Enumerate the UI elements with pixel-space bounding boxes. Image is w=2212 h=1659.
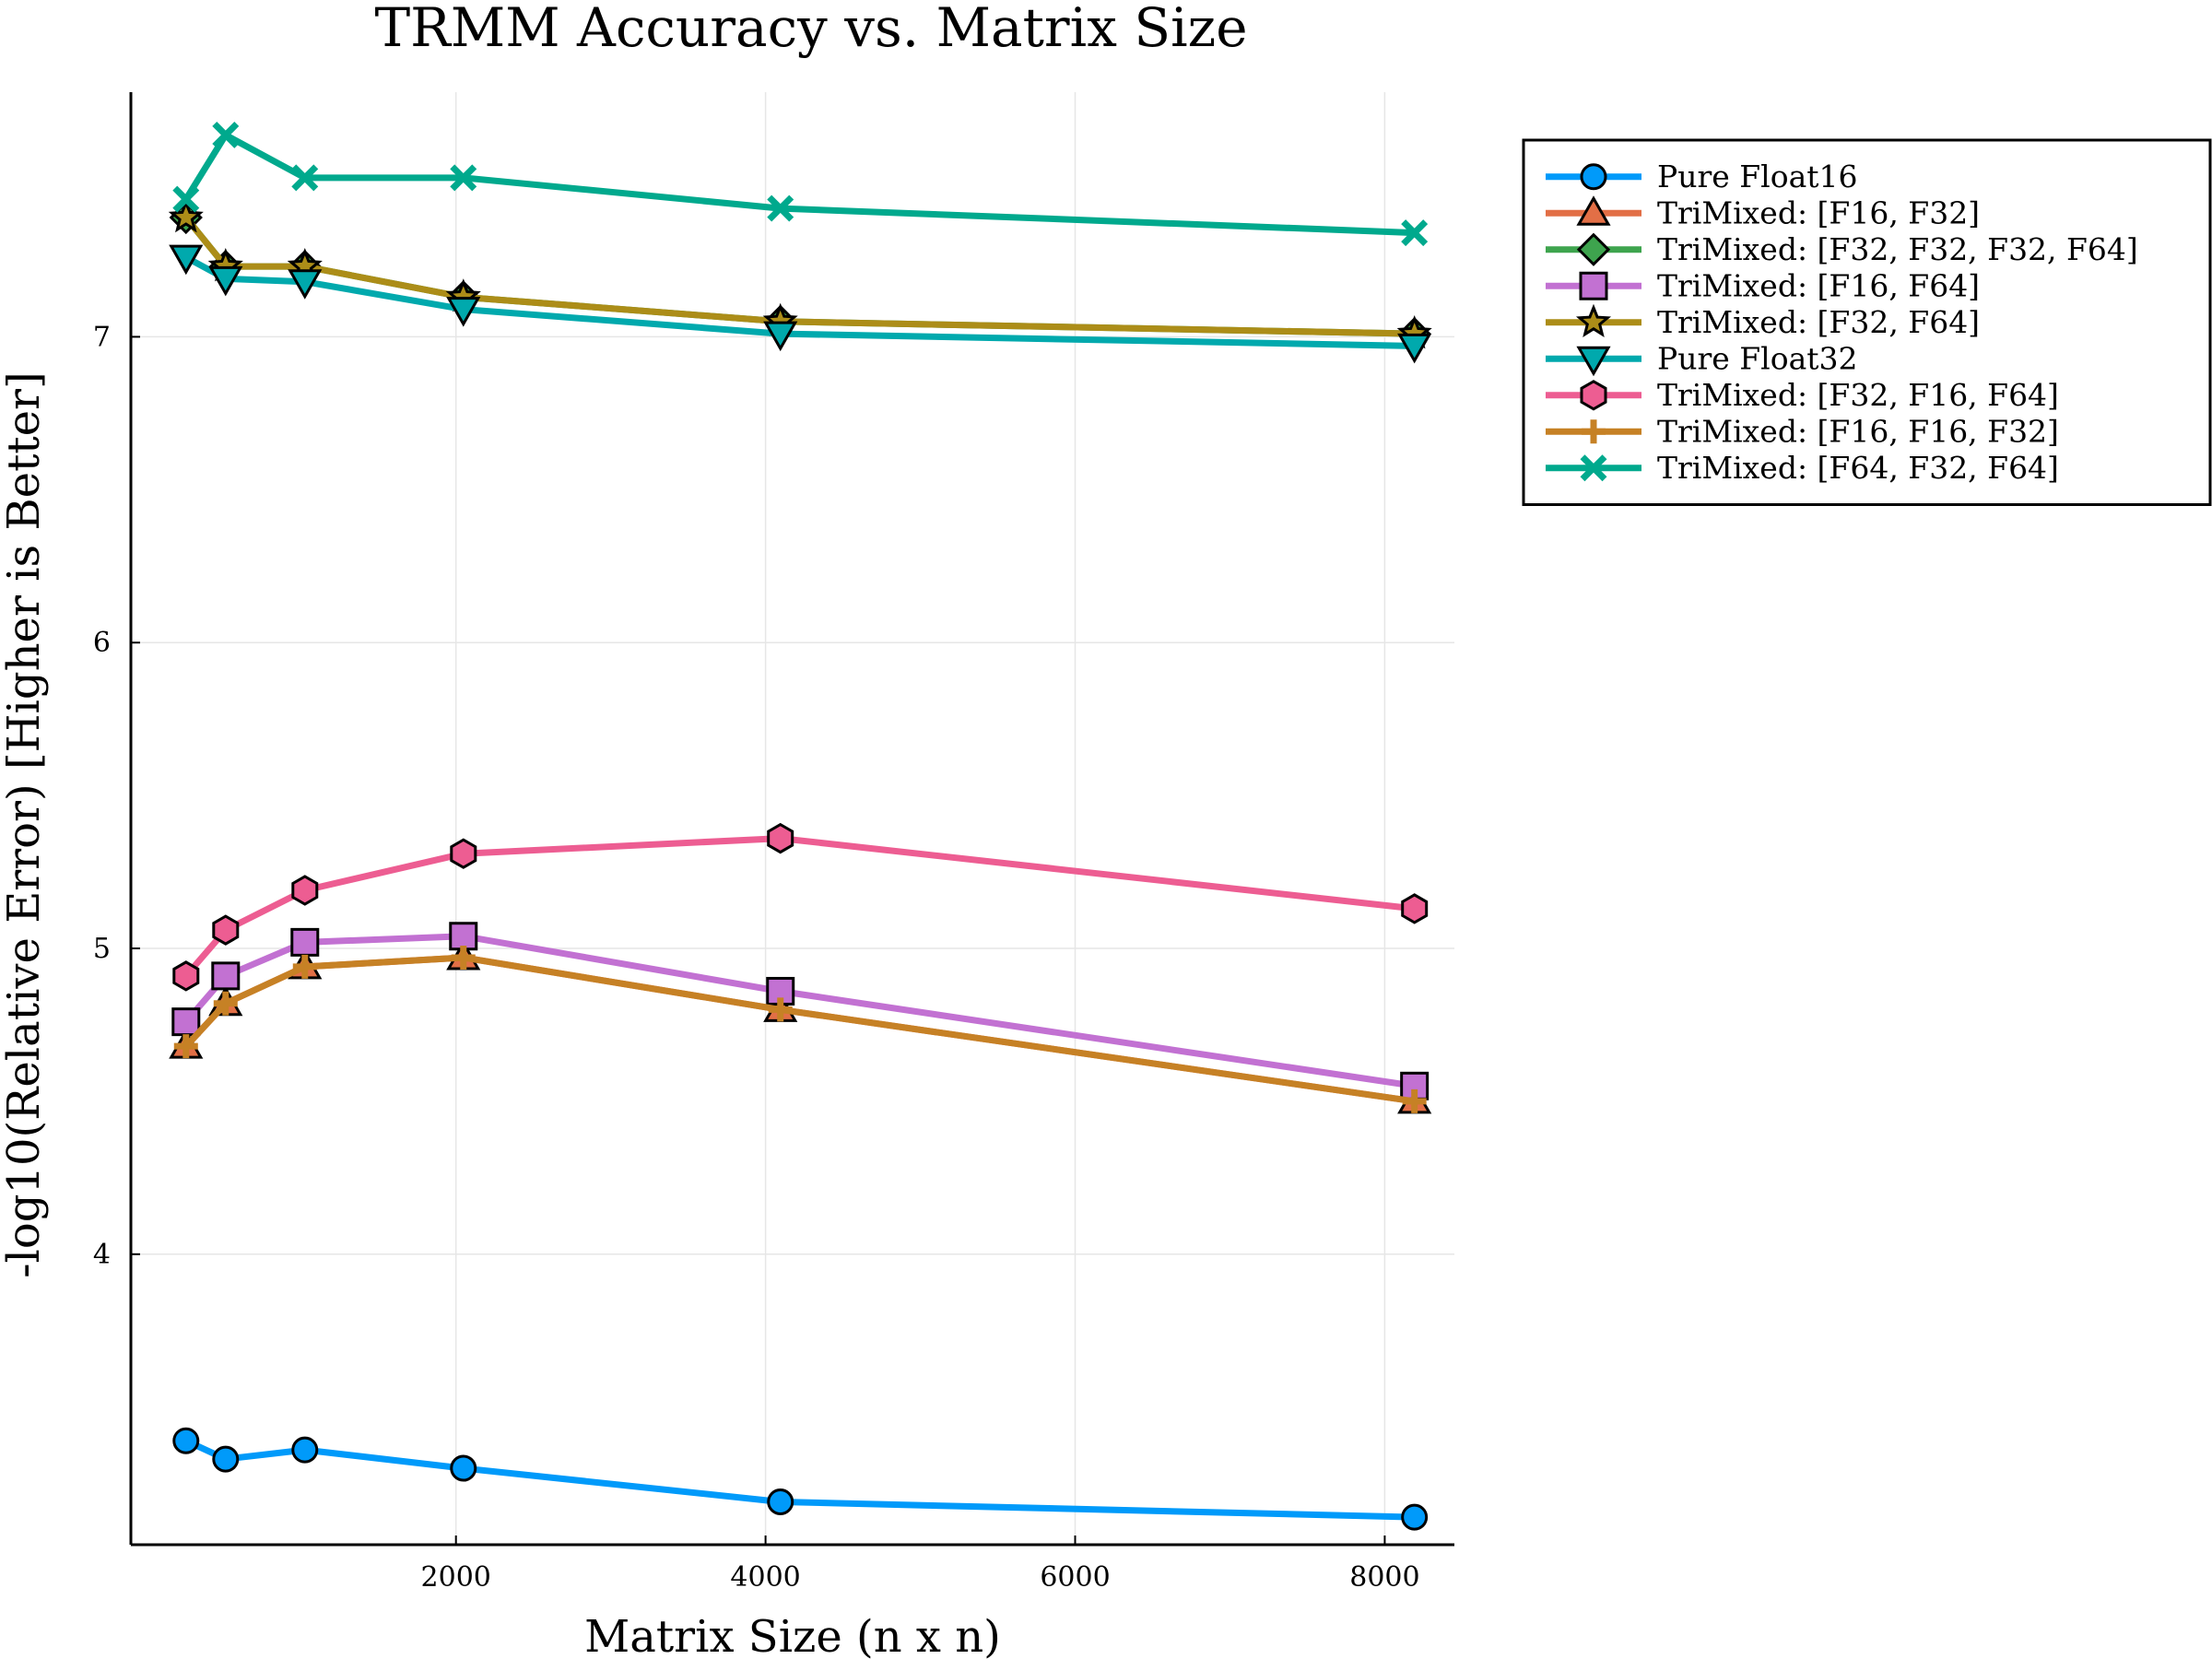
legend-label: Pure Float16	[1657, 159, 1858, 194]
legend-entry: TriMixed: [F16, F64]	[1546, 267, 1980, 303]
data-point-marker	[450, 164, 477, 192]
legend-label: TriMixed: [F32, F32, F32, F64]	[1657, 231, 2138, 267]
series-line	[183, 215, 1415, 337]
legend-entry: Pure Float16	[1546, 159, 1858, 194]
data-point-marker	[169, 244, 204, 276]
series-group	[168, 121, 1432, 1531]
y-tick-label: 6	[93, 627, 111, 659]
legend-entry: Pure Float32	[1546, 340, 1858, 377]
data-point-marker	[292, 954, 317, 979]
series-5	[168, 198, 1432, 349]
legend-label: TriMixed: [F16, F16, F32]	[1657, 413, 2059, 449]
legend-entry: TriMixed: [F16, F16, F32]	[1546, 413, 2059, 449]
series-1	[172, 1427, 1429, 1531]
data-point-marker	[1401, 893, 1429, 924]
data-point-marker	[212, 121, 240, 148]
legend-swatch-marker	[1579, 271, 1608, 300]
legend-label: TriMixed: [F16, F32]	[1657, 194, 1980, 230]
data-point-marker	[451, 945, 476, 970]
series-8	[173, 945, 1427, 1113]
legend-swatch-marker	[1580, 163, 1607, 191]
series-6	[169, 244, 1432, 364]
x-axis-label: Matrix Size (n x n)	[584, 1611, 1001, 1659]
x-tick-label: 2000	[421, 1561, 491, 1594]
data-point-marker	[172, 185, 200, 213]
legend-swatch-marker	[1576, 195, 1611, 226]
series-line	[183, 954, 1416, 1105]
data-point-marker	[1401, 219, 1429, 247]
series-9	[172, 121, 1429, 247]
data-point-marker	[1401, 1503, 1429, 1531]
legend-entry: TriMixed: [F32, F64]	[1546, 303, 1980, 340]
legend-swatch-marker	[1582, 419, 1606, 444]
y-tick-label: 5	[93, 933, 111, 965]
axes	[129, 92, 1454, 1547]
data-point-marker	[450, 838, 477, 869]
data-point-marker	[450, 1454, 477, 1482]
data-point-marker	[172, 1427, 200, 1454]
data-point-marker	[212, 914, 240, 946]
data-point-marker	[446, 297, 481, 327]
data-point-marker	[291, 875, 319, 906]
data-point-marker	[288, 269, 323, 300]
data-point-marker	[1397, 333, 1432, 364]
data-point-marker	[172, 960, 200, 992]
data-point-marker	[763, 321, 798, 352]
data-point-marker	[767, 194, 794, 222]
data-point-marker	[211, 961, 241, 991]
legend-swatch-marker	[1576, 232, 1611, 266]
series-7	[172, 822, 1429, 992]
y-tick-label: 4	[93, 1239, 111, 1271]
chart-title: TRMM Accuracy vs. Matrix Size	[374, 0, 1247, 59]
legend-swatch-marker	[1576, 346, 1611, 377]
legend-entry: TriMixed: [F16, F32]	[1546, 194, 1980, 230]
series-4	[171, 922, 1430, 1100]
data-point-marker	[767, 1488, 794, 1516]
tick-labels: 2000 4000 6000 8000 4 5 6 7	[93, 321, 1420, 1594]
legend-swatch-marker	[1575, 303, 1612, 337]
data-point-marker	[212, 1445, 240, 1473]
data-point-marker	[768, 997, 793, 1022]
data-point-marker	[291, 164, 319, 192]
data-point-marker	[213, 991, 238, 1016]
legend-label: Pure Float32	[1657, 340, 1858, 376]
data-point-marker	[449, 922, 478, 951]
data-point-marker	[291, 1436, 319, 1464]
x-tick-label: 6000	[1040, 1561, 1110, 1594]
legend-entry: TriMixed: [F32, F16, F64]	[1546, 377, 2059, 413]
x-tick-label: 8000	[1349, 1561, 1419, 1594]
data-point-marker	[173, 1034, 198, 1059]
data-point-marker	[767, 822, 794, 854]
data-point-marker	[208, 265, 243, 297]
data-point-marker	[290, 927, 320, 957]
data-point-marker	[1402, 1088, 1427, 1113]
legend-label: TriMixed: [F16, F64]	[1657, 267, 1980, 303]
legend-entry: TriMixed: [F64, F32, F64]	[1546, 450, 2059, 486]
legend-swatch-marker	[1580, 454, 1607, 482]
legend-label: TriMixed: [F64, F32, F64]	[1657, 450, 2059, 486]
data-point-marker	[168, 198, 204, 233]
x-tick-label: 4000	[730, 1561, 800, 1594]
y-tick-label: 7	[93, 321, 111, 353]
legend-label: TriMixed: [F32, F64]	[1657, 304, 1980, 340]
legend-entry: TriMixed: [F32, F32, F32, F64]	[1546, 231, 2138, 267]
y-axis-label: -log10(Relative Error) [Higher is Better…	[0, 371, 50, 1277]
data-point-marker	[171, 1007, 201, 1037]
legend-label: TriMixed: [F32, F16, F64]	[1657, 377, 2059, 413]
legend-swatch-marker	[1580, 380, 1607, 411]
